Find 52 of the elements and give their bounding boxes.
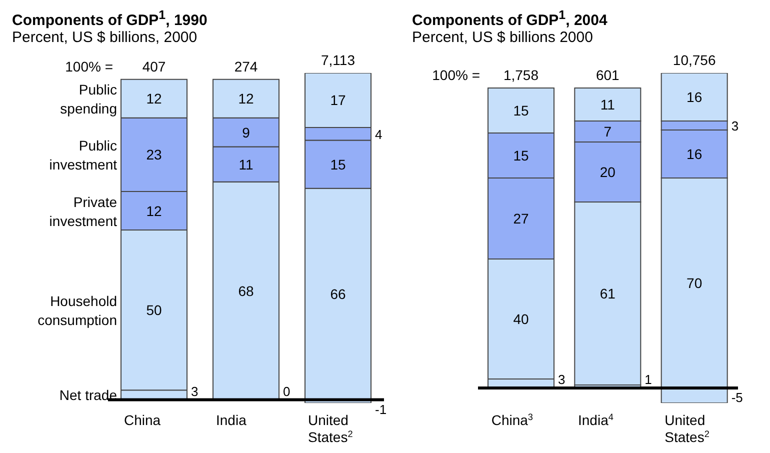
- data-label: 50: [146, 302, 162, 318]
- text: 407: [142, 58, 166, 74]
- data-label: 4: [375, 126, 382, 142]
- data-label: 20: [600, 164, 616, 180]
- data-label: 68: [238, 282, 254, 299]
- data-label: 11: [238, 156, 254, 172]
- series-label: Household consumption: [38, 293, 117, 328]
- data-label: 16: [686, 89, 702, 105]
- x-tick-label: United States$^{2}$: [664, 412, 710, 445]
- data-label: 1: [644, 372, 652, 387]
- data-label: 11: [600, 96, 616, 112]
- data-label: 16: [686, 146, 702, 162]
- series-label: Private investment: [49, 194, 118, 229]
- series-label: Public investment: [49, 138, 118, 173]
- text: 100% =: [432, 67, 480, 83]
- data-label: 3: [191, 384, 198, 399]
- x-tick-label: India: [216, 412, 247, 428]
- text: 100% =: [65, 58, 113, 74]
- x-tick-label: China: [124, 412, 161, 428]
- data-label: -5: [731, 390, 743, 405]
- x-tick-label: India$^{4}$: [578, 412, 614, 428]
- chart-title: Components of GDP$^{1}$, 1990: [12, 8, 208, 29]
- data-label: 12: [146, 202, 162, 219]
- data-label: 12: [238, 90, 254, 107]
- data-label: 15: [513, 148, 529, 164]
- data-label: 15: [330, 156, 346, 172]
- data-label: 17: [330, 92, 346, 108]
- data-label: -1: [375, 402, 387, 417]
- text: 274: [234, 58, 258, 74]
- data-label: 23: [146, 146, 162, 163]
- data-label: 7: [604, 124, 612, 140]
- chart-subtitle: Percent, US $ billions 2000: [412, 29, 594, 46]
- x-tick-label: United States$^{2}$: [308, 412, 353, 445]
- text: 601: [596, 67, 620, 83]
- series-label: Public spending: [60, 82, 117, 117]
- data-label: 0: [283, 384, 290, 399]
- data-label: 70: [686, 275, 702, 291]
- text: 10,756: [672, 52, 716, 68]
- data-label: 15: [513, 102, 529, 118]
- data-label: 12: [146, 90, 162, 107]
- data-label: 3: [558, 372, 566, 387]
- chart-title: Components of GDP$^{1}$, 2004: [412, 8, 608, 29]
- text: 1,758: [503, 67, 539, 83]
- data-label: 66: [330, 286, 346, 302]
- chart-subtitle: Percent, US $ billions, 2000: [12, 29, 198, 46]
- data-label: 61: [600, 286, 616, 302]
- x-tick-label: China$^{3}$: [491, 412, 533, 428]
- data-label: 9: [242, 124, 250, 140]
- data-label: 40: [513, 311, 529, 327]
- text: 7,113: [321, 52, 356, 68]
- data-label: 3: [731, 118, 739, 134]
- data-label: 27: [513, 210, 529, 226]
